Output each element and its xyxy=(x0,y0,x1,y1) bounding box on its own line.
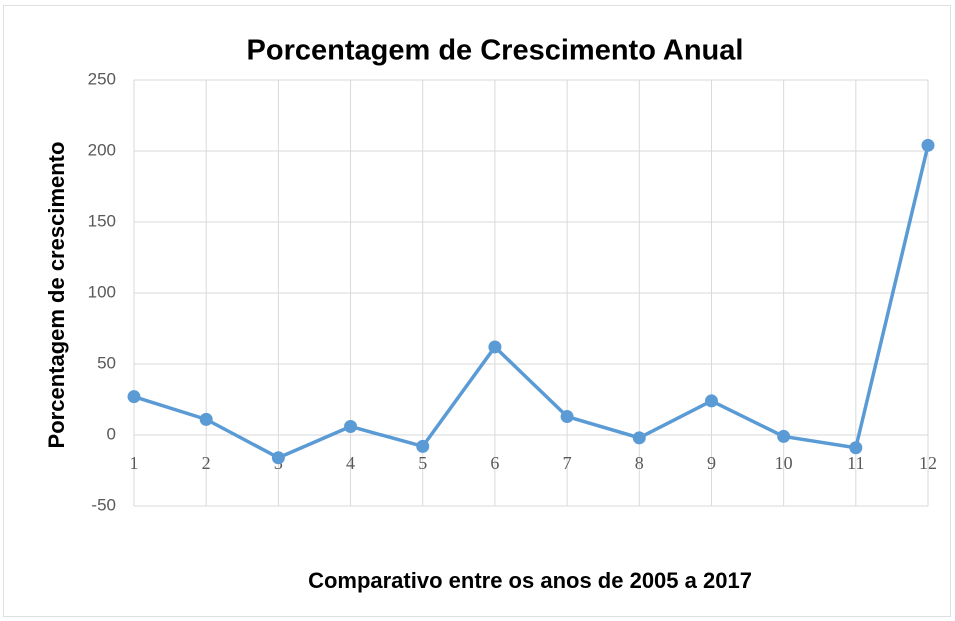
y-axis-label: Porcentagem de crescimento xyxy=(44,142,69,449)
point xyxy=(777,429,791,443)
point xyxy=(488,340,502,354)
line xyxy=(133,144,930,460)
y-tick-label: -50 xyxy=(91,495,116,514)
x-tick-label: 4 xyxy=(346,453,355,473)
y-tick-label: 100 xyxy=(88,282,116,301)
point xyxy=(416,439,430,453)
x-tick-label: 9 xyxy=(707,453,716,473)
x-tick-label: 12 xyxy=(919,453,937,473)
x-tick-label: 8 xyxy=(635,453,644,473)
chart-frame xyxy=(3,5,951,617)
grid xyxy=(133,79,929,507)
point xyxy=(632,431,646,445)
x-tick-label: 11 xyxy=(847,453,864,473)
point xyxy=(271,451,285,465)
point xyxy=(849,441,863,455)
x-tick-label: 5 xyxy=(418,453,427,473)
point xyxy=(127,390,141,404)
point xyxy=(199,412,213,426)
x-tick-label: 6 xyxy=(490,453,499,473)
point xyxy=(921,138,935,152)
x-tick-label: 2 xyxy=(202,453,211,473)
point xyxy=(344,419,358,433)
point xyxy=(704,394,718,408)
x-tick-label: 7 xyxy=(563,453,572,473)
y-tick-label: 50 xyxy=(97,353,116,372)
y-tick-label: 250 xyxy=(88,69,116,88)
y-tick-label: 150 xyxy=(88,211,116,230)
y-tick-label: 0 xyxy=(107,424,116,443)
point xyxy=(560,410,574,424)
x-tick-label: 1 xyxy=(130,453,139,473)
y-tick-label: 200 xyxy=(88,140,116,159)
x-axis-label: Comparativo entre os anos de 2005 a 2017 xyxy=(308,568,752,593)
chart-title: Porcentagem de Crescimento Anual xyxy=(247,35,744,67)
x-tick-label: 10 xyxy=(775,453,793,473)
